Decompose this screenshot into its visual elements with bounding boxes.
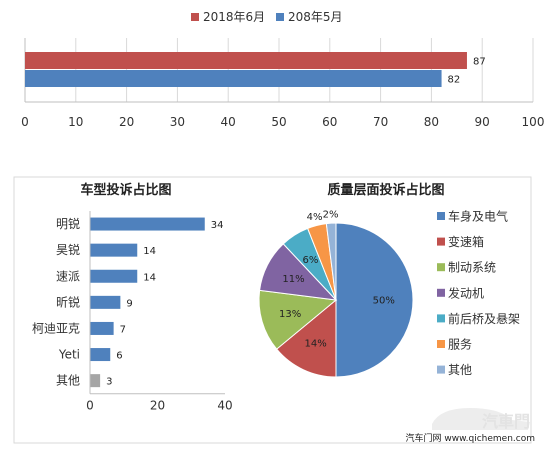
- legend-swatch-2018-june: [191, 13, 199, 21]
- pie-value-label: 14%: [305, 339, 327, 350]
- top-bar-2018-june: [25, 52, 467, 69]
- model-bar: [90, 243, 138, 257]
- pie-legend-swatch: [437, 340, 445, 348]
- top-bar-value-label: 87: [473, 57, 486, 68]
- model-category-label: 昊锐: [56, 243, 80, 257]
- model-x-tick-label: 40: [217, 399, 232, 413]
- watermark-logo-text: 汽車門: [482, 412, 530, 431]
- pie-legend-swatch: [437, 288, 445, 297]
- pie-value-label: 6%: [302, 255, 318, 266]
- model-bar-value-label: 7: [120, 324, 126, 335]
- top-x-tick-label: 60: [322, 115, 337, 129]
- pie-value-label: 50%: [373, 296, 395, 307]
- legend-swatch-208-may: [276, 13, 284, 21]
- pie-legend-swatch: [437, 314, 445, 323]
- model-category-label: 其他: [56, 374, 80, 388]
- top-x-tick-label: 10: [68, 115, 83, 129]
- pie-slice: [258, 289, 338, 350]
- pie-value-label: 13%: [279, 309, 301, 320]
- model-bar: [90, 374, 101, 388]
- top-bar-208-may: [25, 70, 442, 87]
- pie-slice: [335, 222, 414, 378]
- pie-legend-label: 发动机: [448, 285, 484, 300]
- pie-slice: [275, 298, 337, 378]
- model-bar: [90, 321, 114, 335]
- model-bar-value-label: 6: [116, 351, 122, 362]
- model-x-tick-label: 20: [150, 399, 165, 413]
- pie-value-label: 4%: [307, 212, 323, 223]
- top-bar-value-label: 82: [448, 75, 461, 86]
- model-bar: [90, 217, 205, 231]
- top-x-tick-label: 80: [424, 115, 439, 129]
- model-bar-value-label: 34: [211, 220, 224, 231]
- model-category-label: 速派: [56, 269, 80, 283]
- top-x-tick-label: 20: [119, 115, 134, 129]
- model-bar-value-label: 3: [106, 377, 112, 388]
- pie-value-label: 2%: [323, 210, 339, 221]
- top-x-tick-label: 70: [373, 115, 388, 129]
- model-x-tick-label: 0: [86, 399, 94, 413]
- top-x-tick-label: 90: [475, 115, 490, 129]
- model-bar-value-label: 14: [143, 272, 156, 283]
- source-text: 汽车门网 www.qichemen.com: [406, 432, 535, 444]
- model-chart-title: 车型投诉占比图: [80, 182, 171, 198]
- model-bar: [90, 295, 121, 309]
- top-chart-x-ticks: 0 10 20 30 40 50 60 70 80 90 100: [21, 115, 544, 129]
- pie-legend-label: 服务: [448, 337, 472, 352]
- top-x-tick-label: 50: [271, 115, 286, 129]
- top-x-tick-label: 0: [21, 115, 29, 129]
- pie-legend-swatch: [437, 365, 445, 374]
- pie-legend-swatch: [437, 237, 445, 246]
- legend-label-2018-june: 2018年6月: [203, 10, 265, 24]
- model-category-label: 昕锐: [56, 295, 80, 309]
- model-bar-value-label: 14: [143, 246, 156, 257]
- top-x-tick-label: 30: [170, 115, 185, 129]
- legend-label-208-may: 208年5月: [288, 10, 343, 24]
- model-category-label: 柯迪亚克: [32, 321, 80, 335]
- pie-legend-label: 前后桥及悬架: [448, 311, 520, 326]
- pie-chart-title: 质量层面投诉占比图: [327, 182, 444, 198]
- pie-legend-swatch: [437, 212, 445, 220]
- top-x-tick-label: 100: [522, 115, 545, 129]
- model-bar: [90, 348, 111, 362]
- model-bar: [90, 269, 138, 283]
- top-x-tick-label: 40: [221, 115, 236, 129]
- pie-legend-label: 变速箱: [448, 234, 484, 249]
- model-bar-value-label: 9: [126, 298, 132, 309]
- pie-slice: [325, 222, 337, 301]
- car-logo-icon: [432, 408, 530, 430]
- watermark: 汽車門 汽车门网 www.qichemen.com: [406, 408, 535, 444]
- model-complaint-chart: 明锐 34 昊锐 14 速派 14 昕锐 9 柯迪亚克 7 Yeti 6 其他 3 0 20 40: [32, 211, 233, 413]
- pie-legend-label: 其他: [448, 363, 472, 377]
- pie-value-label: 11%: [282, 274, 304, 285]
- pie-legend-swatch: [437, 263, 445, 272]
- quality-pie-chart: 50% 14% 13% 11% 6% 4% 2%: [258, 210, 414, 378]
- model-category-label: 明锐: [56, 217, 80, 231]
- pie-legend-label: 车身及电气: [448, 209, 508, 224]
- model-category-label: Yeti: [58, 348, 80, 362]
- pie-legend-label: 制动系统: [448, 261, 496, 275]
- top-chart-bars: 87 82: [25, 52, 486, 87]
- top-legend: 2018年6月 208年5月: [191, 10, 343, 24]
